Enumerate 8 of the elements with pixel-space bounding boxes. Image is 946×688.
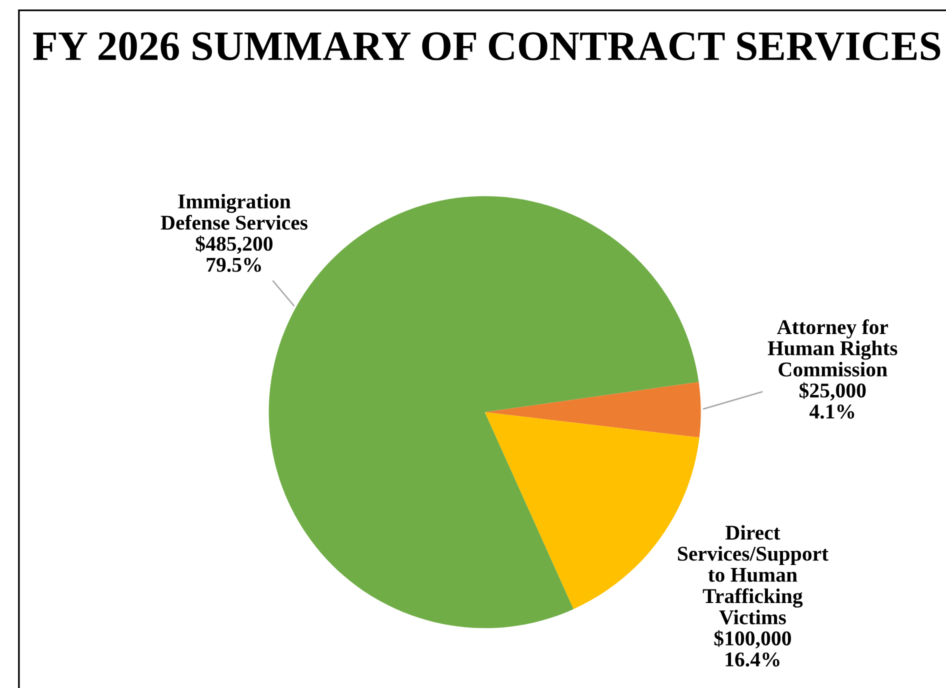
data-label: $25,000 4.1% [800, 382, 866, 419]
slice-label: Immigration Defense Services [160, 194, 308, 230]
data-label: $100,000 16.4% [714, 630, 791, 667]
slice-label: Direct Services/Support to Human Trafficking Victims [678, 525, 828, 624]
slice-label: Attorney for Human Rights Commission [768, 319, 898, 376]
data-label: $485,200 79.5% [196, 236, 272, 272]
chart-title: FY 2026 SUMMARY OF CONTRACT SERVICES [33, 32, 940, 61]
pie-slice [484, 382, 701, 438]
